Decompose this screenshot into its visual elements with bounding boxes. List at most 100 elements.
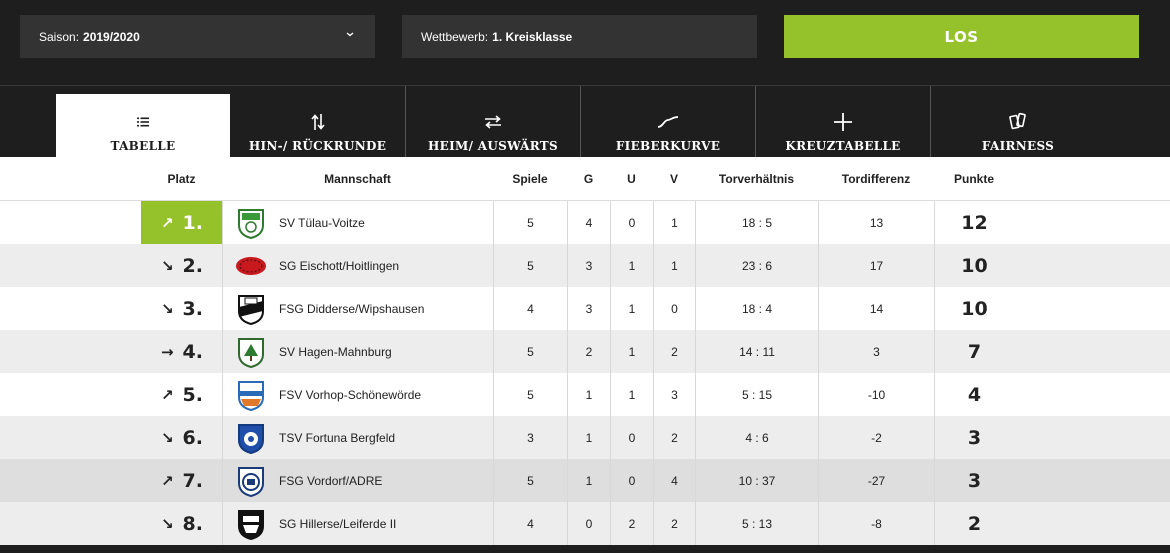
column-header-torverhaeltnis: Torverhältnis: [718, 172, 795, 186]
standings-table: Platz Mannschaft Spiele G U V Torverhält…: [0, 157, 1170, 553]
g-cell: 3: [567, 287, 610, 330]
g-cell: 3: [567, 244, 610, 287]
team-name[interactable]: TSV Fortuna Bergfeld: [279, 430, 396, 445]
v-cell: 1: [653, 244, 695, 287]
u-cell: 1: [610, 244, 653, 287]
tordifferenz-cell: -27: [818, 459, 934, 502]
column-header-punkte: Punkte: [953, 172, 994, 186]
torverhaeltnis-cell: 18 : 5: [695, 201, 818, 244]
column-header-mannschaft: Mannschaft: [324, 172, 391, 186]
table-row[interactable]: ↗ 7. FSG Vordorf/ADRE 5 1 0 4 10 : 37 -2…: [0, 459, 1170, 502]
rank-number: 8.: [182, 512, 203, 535]
tab-label: HEIM/ AUSWÄRTS: [428, 139, 558, 153]
rank-cell: ↘ 3.: [141, 287, 222, 330]
column-header-g: G: [583, 172, 594, 186]
tab-heim-auswaerts[interactable]: HEIM/ AUSWÄRTS: [405, 86, 580, 158]
u-cell: 0: [610, 201, 653, 244]
tab-kreuztabelle[interactable]: KREUZTABELLE: [755, 86, 930, 158]
torverhaeltnis-cell: 14 : 11: [695, 330, 818, 373]
torverhaeltnis-cell: 10 : 37: [695, 459, 818, 502]
team-name[interactable]: FSG Didderse/Wipshausen: [279, 301, 425, 316]
g-cell: 1: [567, 459, 610, 502]
tordifferenz-cell: 13: [818, 201, 934, 244]
cards-icon: [1008, 111, 1028, 133]
table-row[interactable]: ↗ 5. FSV Vorhop-Schönewörde 5 1 1 3 5 : …: [0, 373, 1170, 416]
u-cell: 0: [610, 416, 653, 459]
column-header-spiele: Spiele: [512, 172, 548, 186]
tab-fairness[interactable]: FAIRNESS: [930, 86, 1105, 158]
team-logo: [222, 502, 278, 545]
table-row[interactable]: ↘ 6. TSV Fortuna Bergfeld 3 1 0 2 4 : 6 …: [0, 416, 1170, 459]
v-cell: 3: [653, 373, 695, 416]
g-cell: 1: [567, 416, 610, 459]
tordifferenz-cell: 17: [818, 244, 934, 287]
tab-label: FIEBERKURVE: [615, 139, 721, 153]
chevron-down-icon: [345, 28, 355, 42]
filter-bar: Saison: 2019/2020 Wettbewerb: 1. Kreiskl…: [0, 0, 1170, 85]
season-select[interactable]: Saison: 2019/2020: [20, 15, 375, 58]
tab-label: TABELLE: [110, 139, 176, 153]
go-button[interactable]: LOS: [784, 15, 1139, 58]
rank-cell: ↗ 5.: [141, 373, 222, 416]
tordifferenz-cell: 3: [818, 330, 934, 373]
u-cell: 1: [610, 373, 653, 416]
torverhaeltnis-cell: 18 : 4: [695, 287, 818, 330]
u-cell: 0: [610, 459, 653, 502]
column-header-tordifferenz: Tordifferenz: [841, 172, 911, 186]
g-cell: 2: [567, 330, 610, 373]
tabs-bar: TABELLE HIN-/ RÜCKRUNDE HEIM/ AUSWÄRTS: [0, 85, 1170, 158]
competition-value: 1. Kreisklasse: [492, 29, 573, 44]
u-cell: 1: [610, 330, 653, 373]
g-cell: 4: [567, 201, 610, 244]
torverhaeltnis-cell: 5 : 13: [695, 502, 818, 545]
competition-label: Wettbewerb:: [421, 29, 489, 44]
table-row[interactable]: ↘ 2. SG Eischott/Hoitlingen 5 3 1 1 23 :…: [0, 244, 1170, 287]
tab-hin-rueckrunde[interactable]: HIN-/ RÜCKRUNDE: [230, 86, 405, 158]
table-row[interactable]: ↘ 8. SG Hillerse/Leiferde II 4 0 2 2 5 :…: [0, 502, 1170, 545]
punkte-cell: 7: [934, 330, 1014, 373]
rank-number: 7.: [182, 469, 203, 492]
g-cell: 1: [567, 373, 610, 416]
spiele-cell: 4: [493, 287, 567, 330]
punkte-cell: 10: [934, 287, 1014, 330]
team-name[interactable]: SV Tülau-Voitze: [279, 215, 365, 230]
rank-cell: ↘ 2.: [141, 244, 222, 287]
team-name[interactable]: FSV Vorhop-Schönewörde: [279, 387, 422, 402]
tordifferenz-cell: -8: [818, 502, 934, 545]
team-name[interactable]: SG Eischott/Hoitlingen: [279, 258, 400, 273]
team-logo: [222, 373, 278, 416]
punkte-cell: 10: [934, 244, 1014, 287]
trend-icon: ↗: [160, 471, 174, 490]
team-name[interactable]: SV Hagen-Mahnburg: [279, 344, 392, 359]
curve-icon: [657, 111, 679, 133]
season-label: Saison:: [39, 29, 80, 44]
table-body: ↗ 1. SV Tülau-Voitze 5 4 0 1 18 : 5 13 1…: [0, 201, 1170, 545]
column-header-platz: Platz: [167, 172, 196, 186]
v-cell: 2: [653, 330, 695, 373]
season-value: 2019/2020: [83, 29, 140, 44]
tordifferenz-cell: -2: [818, 416, 934, 459]
table-row[interactable]: ↘ 3. FSG Didderse/Wipshausen 4 3 1 0 18 …: [0, 287, 1170, 330]
tab-tabelle[interactable]: TABELLE: [56, 94, 230, 158]
up-down-arrows-icon: [310, 111, 326, 133]
v-cell: 2: [653, 502, 695, 545]
footer-strip: [0, 545, 1170, 553]
v-cell: 2: [653, 416, 695, 459]
table-row[interactable]: → 4. SV Hagen-Mahnburg 5 2 1 2 14 : 11 3…: [0, 330, 1170, 373]
torverhaeltnis-cell: 4 : 6: [695, 416, 818, 459]
left-right-arrows-icon: [483, 111, 503, 133]
rank-cell: ↘ 8.: [141, 502, 222, 545]
team-name[interactable]: FSG Vordorf/ADRE: [279, 473, 383, 488]
table-row[interactable]: ↗ 1. SV Tülau-Voitze 5 4 0 1 18 : 5 13 1…: [0, 201, 1170, 244]
rank-cell: ↘ 6.: [141, 416, 222, 459]
tab-fieberkurve[interactable]: FIEBERKURVE: [580, 86, 755, 158]
v-cell: 0: [653, 287, 695, 330]
torverhaeltnis-cell: 5 : 15: [695, 373, 818, 416]
spiele-cell: 5: [493, 201, 567, 244]
spiele-cell: 5: [493, 373, 567, 416]
rank-number: 4.: [182, 340, 203, 363]
team-name[interactable]: SG Hillerse/Leiferde II: [279, 516, 397, 531]
rank-cell: ↗ 7.: [141, 459, 222, 502]
competition-select[interactable]: Wettbewerb: 1. Kreisklasse: [402, 15, 757, 58]
